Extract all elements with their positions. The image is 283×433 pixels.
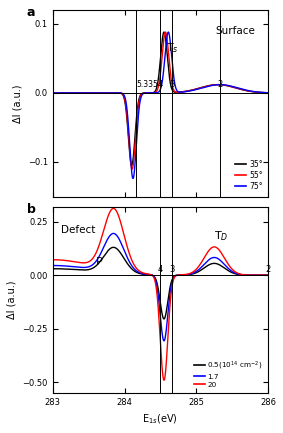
X-axis label: E$_{1s}$(eV): E$_{1s}$(eV)	[142, 413, 178, 426]
Text: 5.335: 5.335	[137, 81, 158, 90]
Text: a: a	[27, 6, 35, 19]
Y-axis label: ΔI (a.u.): ΔI (a.u.)	[7, 281, 17, 319]
Y-axis label: ΔI (a.u.): ΔI (a.u.)	[12, 84, 22, 123]
Text: 2: 2	[218, 81, 223, 90]
Text: P: P	[96, 257, 103, 267]
Text: b: b	[27, 203, 36, 216]
Text: T$_D$: T$_D$	[214, 229, 229, 243]
Text: 2: 2	[265, 265, 271, 274]
Legend: 35°, 55°, 75°: 35°, 55°, 75°	[233, 158, 264, 193]
Text: Surface: Surface	[216, 26, 256, 36]
Text: 4: 4	[158, 265, 163, 274]
Legend: 0.5(10$^{14}$ cm$^{-2}$), 1.7, 20: 0.5(10$^{14}$ cm$^{-2}$), 1.7, 20	[192, 358, 264, 389]
Text: 3: 3	[170, 81, 175, 90]
Text: Defect: Defect	[61, 225, 95, 235]
Text: 3: 3	[170, 265, 175, 274]
Text: 4: 4	[158, 81, 163, 90]
Text: T$_s$: T$_s$	[166, 41, 179, 55]
